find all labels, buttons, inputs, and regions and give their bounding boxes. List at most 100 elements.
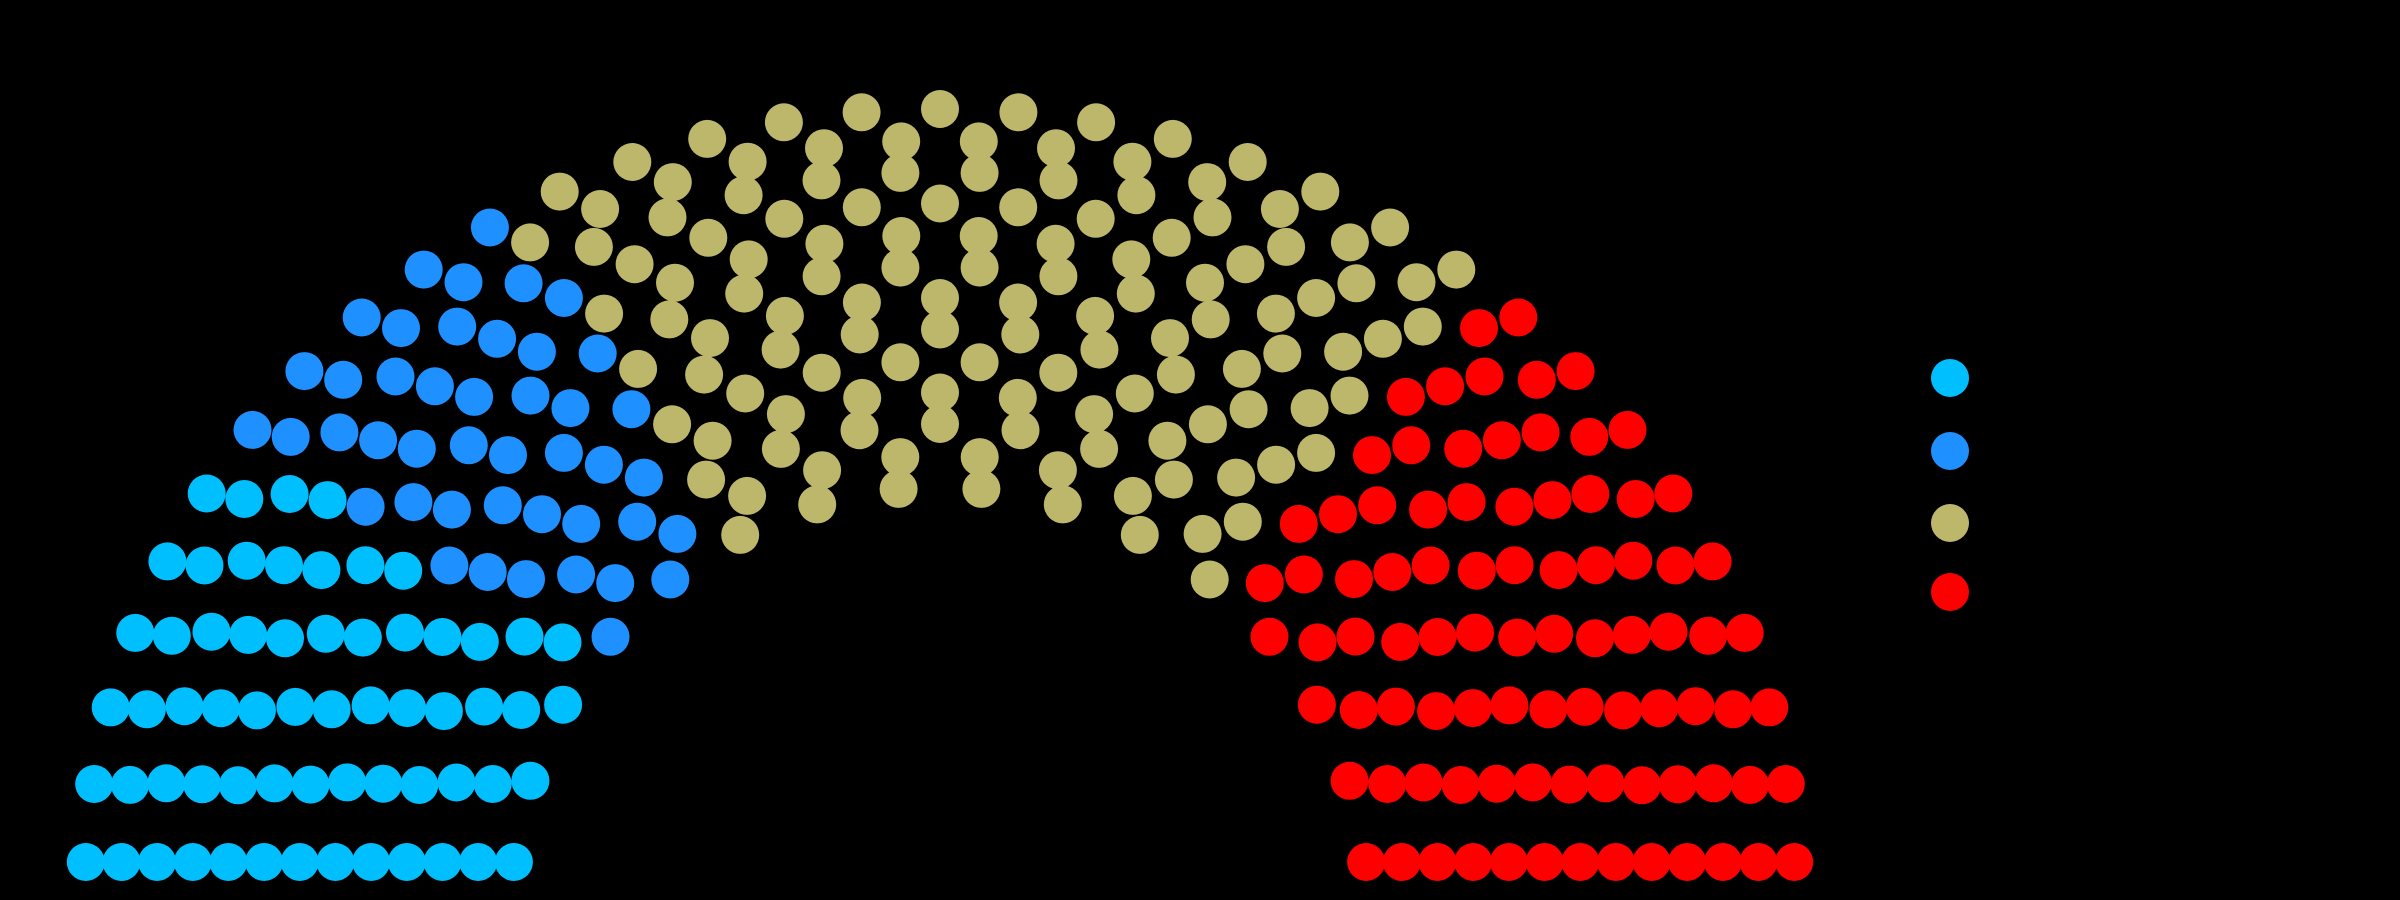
seat-dot [342,298,381,337]
seat-dot [1577,546,1615,585]
seat-dot [1614,541,1653,580]
seat-dot [725,274,764,313]
seat-dot [1529,690,1568,729]
seat-dot [1561,843,1600,881]
seat-dot [423,618,462,656]
seat-dot [921,279,959,317]
seat-dot [761,429,800,468]
seat-dot [881,343,920,382]
seat-dot [693,421,732,460]
seat-dot [1112,240,1151,279]
seat-dot [1353,436,1391,475]
seat-dot [1151,319,1189,358]
seat-dot [1386,377,1425,416]
seat-dot [66,843,105,881]
seat-dot [1113,476,1152,515]
seat-dot [229,615,268,654]
seat-dot [619,349,658,388]
seat-dot [1382,843,1421,881]
seat-dot [1148,421,1187,460]
seat-dot [1447,483,1486,522]
seat-dot [173,843,212,881]
seat-dot [359,421,398,460]
seat-dot [1297,433,1336,472]
seat-dot [591,617,630,656]
seat-dot [578,334,617,373]
seat-dot [352,843,391,881]
seat-dot [765,199,804,238]
seat-dot [840,315,879,354]
seat-dot [1731,765,1769,804]
seat-dot [881,153,920,192]
seat-dot [397,429,436,468]
seat-dot [384,551,423,590]
seat-dot [1640,689,1679,728]
seat-dot [615,245,654,284]
seat-dot [449,426,488,465]
seat-dot [1117,176,1156,215]
seat-dot [138,843,177,881]
seat-dot [1403,307,1442,346]
seat-dot [651,560,690,599]
seat-dot [1658,765,1697,804]
seat-dot [1409,490,1448,529]
seat-dot [468,553,507,591]
seat-dot [1608,410,1647,449]
seat-dot [1077,103,1116,142]
seat-dot [842,283,881,322]
seat-dot [1632,843,1671,881]
seat-dot [266,619,304,658]
seat-dot [1256,294,1295,333]
seat-dot [245,843,284,881]
seat-dot [343,618,382,657]
seat-dot [802,353,841,392]
seat-dot [1336,617,1375,656]
seat-dot [764,103,803,142]
seat-dot [921,405,959,443]
seat-dot [551,389,590,428]
seat-dot [424,692,463,731]
seat-dot [960,343,999,382]
seat-dot [585,294,624,333]
seat-dot [805,224,844,263]
seat-dot [432,490,471,529]
seat-dot [766,395,805,434]
seat-dot [511,376,550,415]
seat-dot [1347,843,1386,881]
seat-dot [960,153,999,192]
seat-dot [1186,263,1224,302]
seat-dot [460,622,499,661]
seat-dot [1521,413,1560,452]
seat-dot [962,469,1001,508]
seat-dot [75,765,114,803]
seat-dot [483,486,522,525]
seat-dot [1616,480,1655,518]
seat-dot [1076,199,1115,238]
seat-dot [1725,613,1764,652]
seat-dot [1113,142,1152,181]
seat-dot [1183,514,1222,553]
seat-dot [219,766,257,805]
seat-dot [721,515,760,554]
seat-dot [1191,300,1230,339]
seat-dot [840,411,879,450]
seat-dot [507,560,545,599]
seat-dot [165,687,204,726]
seat-dot [1539,551,1578,590]
seat-dot [1115,374,1154,413]
seat-dot [423,843,462,881]
seat-dot [921,310,959,349]
seat-dot [1339,691,1378,729]
seat-dot [1337,264,1376,303]
seat-dot [1301,172,1340,211]
seat-dot [1571,475,1610,513]
seat-dot [581,190,620,228]
seat-dot [291,765,330,804]
seat-dot [280,843,319,881]
seat-dot [185,546,224,585]
seat-dot [444,263,483,302]
seat-dot [687,460,726,499]
seat-dot [1703,843,1742,881]
seat-dot [1460,309,1498,348]
